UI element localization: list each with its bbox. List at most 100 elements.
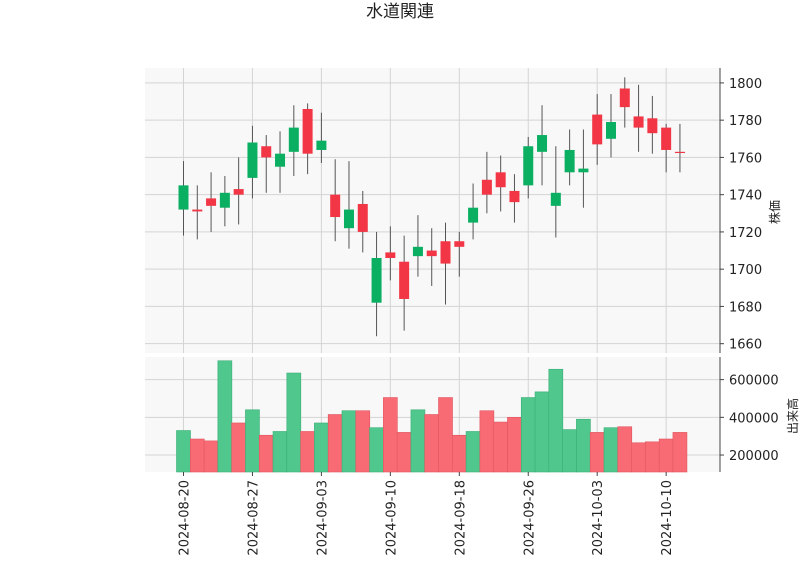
volume-bar xyxy=(369,427,384,473)
candle-body xyxy=(192,209,203,212)
candle-body xyxy=(468,207,479,223)
volume-bar xyxy=(176,430,191,473)
candle-body xyxy=(275,153,286,167)
x-tick-label: 2024-08-20 xyxy=(178,480,193,556)
volume-bar xyxy=(327,414,343,473)
volume-bar xyxy=(314,422,329,473)
volume-bar xyxy=(410,409,426,473)
volume-bar xyxy=(645,441,660,473)
volume-bar xyxy=(631,442,646,473)
x-tick-label: 2024-09-18 xyxy=(453,480,468,556)
volume-tick-label: 200000 xyxy=(729,449,779,464)
x-tick-label: 2024-10-03 xyxy=(591,480,606,556)
volume-bar xyxy=(589,432,605,473)
x-tick-label: 2024-08-27 xyxy=(246,480,261,556)
candle-body xyxy=(316,140,327,150)
price-tick-label: 1720 xyxy=(729,226,762,241)
price-tick-label: 1660 xyxy=(729,338,762,353)
candle-body xyxy=(523,146,534,186)
price-tick-label: 1800 xyxy=(729,77,762,92)
volume-bar xyxy=(507,417,522,473)
candle-body xyxy=(206,198,217,206)
price-axis-label: 株価 xyxy=(767,200,782,224)
volume-bar xyxy=(479,410,495,473)
volume-bars xyxy=(176,360,688,473)
candle-body xyxy=(261,146,272,158)
price-tick-label: 1700 xyxy=(729,263,762,278)
volume-bar xyxy=(396,432,412,473)
price-panel-background xyxy=(145,68,720,353)
candle-body xyxy=(302,108,313,154)
candle-body xyxy=(426,250,437,257)
volume-bar xyxy=(300,431,315,473)
volume-bar xyxy=(672,432,688,473)
volume-bar xyxy=(383,397,398,473)
candle-body xyxy=(509,190,520,203)
candle-body xyxy=(343,209,354,229)
volume-axis-label: 出来高 xyxy=(785,398,800,434)
x-tick-label: 2024-09-10 xyxy=(384,480,399,556)
candle-body xyxy=(399,261,410,299)
candle-body xyxy=(371,258,382,303)
volume-bar xyxy=(617,426,633,473)
volume-bar xyxy=(493,421,508,473)
volume-bar xyxy=(189,438,205,473)
price-tick-label: 1780 xyxy=(729,114,762,129)
price-candles xyxy=(178,77,685,337)
candle-body xyxy=(592,114,603,145)
x-tick-label: 2024-09-26 xyxy=(522,480,537,556)
candle-body xyxy=(550,192,561,206)
volume-bar xyxy=(286,372,302,473)
candle-body xyxy=(647,118,658,134)
candle-body xyxy=(674,151,685,154)
volume-bar xyxy=(465,431,481,473)
volume-bar xyxy=(231,422,246,473)
candle-body xyxy=(412,246,423,257)
volume-bar xyxy=(658,438,674,473)
x-tick-label: 2024-09-03 xyxy=(315,480,330,556)
candle-body xyxy=(495,172,506,188)
x-tick-label: 2024-10-10 xyxy=(660,480,675,556)
volume-bar xyxy=(534,391,550,473)
candle-body xyxy=(440,241,451,264)
price-tick-label: 1680 xyxy=(729,300,762,315)
chart-title: 水道関連 xyxy=(366,2,434,22)
candle-body xyxy=(357,203,368,232)
price-tick-label: 1740 xyxy=(729,189,762,204)
volume-bar xyxy=(603,427,619,473)
volume-bar xyxy=(548,368,564,473)
candle-body xyxy=(564,149,575,173)
candle-body xyxy=(330,194,341,218)
volume-bar xyxy=(355,410,371,473)
candle-body xyxy=(537,135,548,152)
candle-body xyxy=(288,127,299,152)
price-tick-label: 1760 xyxy=(729,151,762,166)
volume-bar xyxy=(245,409,260,473)
candle-body xyxy=(454,241,465,247)
volume-bar xyxy=(203,440,219,473)
candle-body xyxy=(385,252,396,258)
candle-body xyxy=(578,168,589,173)
candle-body xyxy=(178,185,189,210)
candle-body xyxy=(233,189,244,195)
volume-bar xyxy=(438,397,453,473)
axes: 1660 1680 1700 1720 1740 1760 1780 1800 200000 40… xyxy=(178,68,779,556)
candle-body xyxy=(619,88,630,108)
volume-bar xyxy=(520,397,536,473)
candle-body xyxy=(247,142,258,178)
volume-tick-label: 400000 xyxy=(729,411,779,426)
volume-bar xyxy=(217,360,233,473)
volume-bar xyxy=(258,434,274,473)
candle-body xyxy=(481,179,492,195)
volume-bar xyxy=(576,418,591,473)
volume-bar xyxy=(341,410,357,473)
candle-body xyxy=(661,127,672,150)
volume-bar xyxy=(451,434,467,473)
candle-body xyxy=(633,116,644,128)
candle-body xyxy=(605,122,616,139)
volume-bar xyxy=(424,414,440,473)
volume-bar xyxy=(272,431,288,473)
candle-body xyxy=(219,192,230,208)
volume-tick-label: 600000 xyxy=(729,374,779,389)
